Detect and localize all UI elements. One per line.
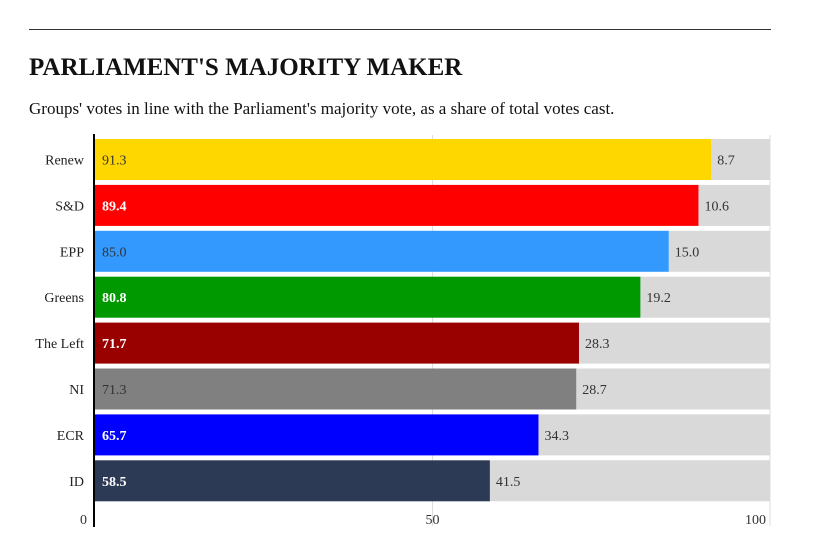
bar-value-label: 65.7 bbox=[102, 429, 127, 444]
bar-value-label: 89.4 bbox=[102, 199, 127, 214]
remainder-value-label: 28.7 bbox=[582, 383, 607, 398]
bar-in-line bbox=[95, 460, 490, 502]
category-label: S&D bbox=[55, 199, 84, 214]
bar-value-label: 80.8 bbox=[102, 291, 127, 306]
bar-in-line bbox=[95, 414, 539, 456]
bar-value-label: 71.3 bbox=[102, 383, 127, 398]
top-rule bbox=[29, 29, 771, 30]
bar-in-line bbox=[95, 230, 669, 272]
bar-remainder bbox=[698, 184, 770, 226]
bar-remainder bbox=[640, 276, 770, 318]
bar-in-line bbox=[95, 276, 641, 318]
category-label: EPP bbox=[60, 245, 84, 260]
bar-value-label: 58.5 bbox=[102, 475, 127, 490]
bar-value-label: 71.7 bbox=[102, 337, 127, 352]
bar-in-line bbox=[95, 139, 712, 180]
bar-remainder bbox=[578, 322, 770, 364]
category-label: The Left bbox=[35, 337, 84, 352]
bar-remainder bbox=[489, 460, 770, 502]
remainder-value-label: 41.5 bbox=[496, 475, 521, 490]
category-label: Greens bbox=[44, 291, 84, 306]
bar-value-label: 91.3 bbox=[102, 154, 127, 169]
remainder-value-label: 19.2 bbox=[646, 291, 671, 306]
bar-remainder bbox=[668, 230, 770, 272]
remainder-value-label: 10.6 bbox=[704, 199, 729, 214]
bar-in-line bbox=[95, 368, 577, 410]
category-label: ID bbox=[69, 475, 84, 490]
x-tick-label: 50 bbox=[426, 513, 440, 528]
category-label: NI bbox=[69, 383, 84, 398]
bar-in-line bbox=[95, 322, 579, 364]
chart-title: PARLIAMENT'S MAJORITY MAKER bbox=[29, 54, 463, 81]
remainder-value-label: 34.3 bbox=[544, 429, 569, 444]
category-label: Renew bbox=[45, 154, 85, 169]
bar-remainder bbox=[711, 139, 770, 180]
bar-in-line bbox=[95, 184, 699, 226]
x-tick-label: 100 bbox=[745, 513, 766, 528]
bar-remainder bbox=[538, 414, 770, 456]
bar-remainder bbox=[576, 368, 770, 410]
remainder-value-label: 15.0 bbox=[675, 245, 700, 260]
remainder-value-label: 28.3 bbox=[585, 337, 610, 352]
category-label: ECR bbox=[57, 429, 85, 444]
chart-subtitle: Groups' votes in line with the Parliamen… bbox=[29, 99, 615, 118]
bar-value-label: 85.0 bbox=[102, 245, 127, 260]
remainder-value-label: 8.7 bbox=[717, 154, 735, 169]
x-tick-label: 0 bbox=[80, 513, 87, 528]
